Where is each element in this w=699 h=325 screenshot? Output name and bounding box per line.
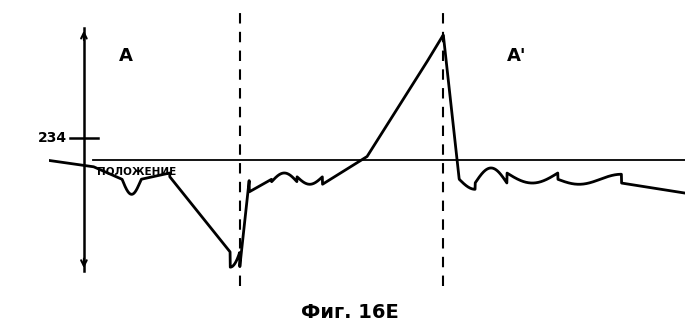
Text: ПОЛОЖЕНИЕ: ПОЛОЖЕНИЕ [96,167,176,177]
Text: А: А [119,47,133,65]
Text: Фиг. 16Е: Фиг. 16Е [301,303,398,322]
Text: А': А' [507,47,526,65]
Text: 234: 234 [38,131,66,145]
